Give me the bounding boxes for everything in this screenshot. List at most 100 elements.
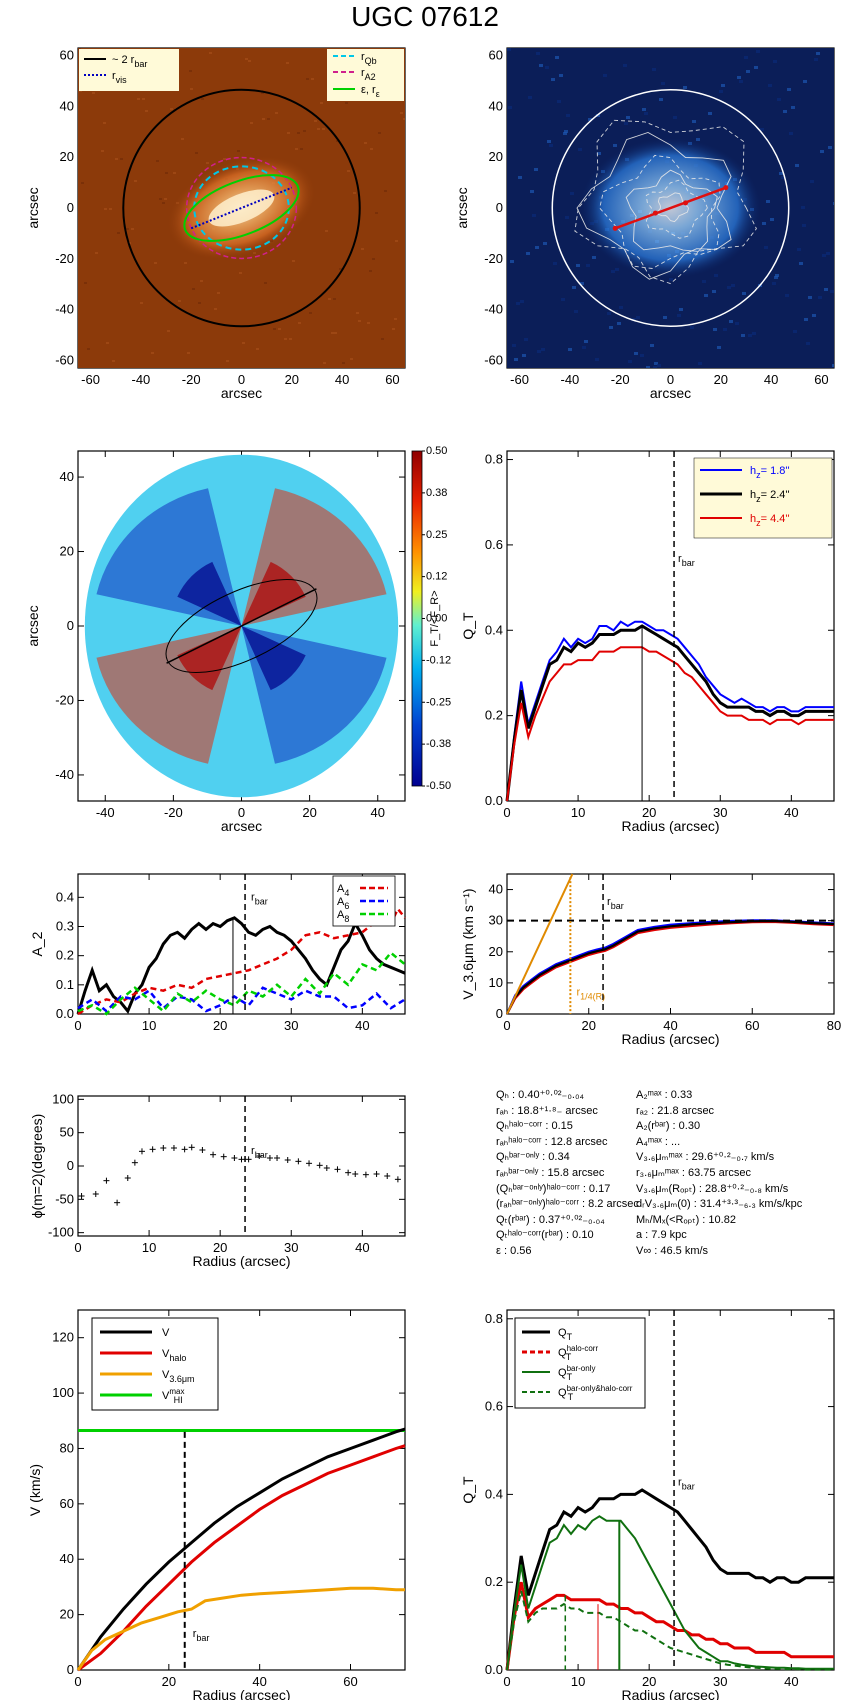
- y-tick-label: -50: [55, 1191, 74, 1206]
- noise-pixel: [801, 206, 805, 209]
- legend-box-left: [79, 49, 179, 91]
- x-axis-label: arcsec: [221, 818, 262, 834]
- noise-pixel: [714, 274, 718, 277]
- noise-pixel: [721, 84, 725, 87]
- noise-pixel: [613, 144, 617, 147]
- y-tick-label: 40: [489, 882, 503, 897]
- y-axis-label: V_3.6μm (km s⁻¹): [460, 888, 476, 999]
- noise-pixel: [615, 268, 619, 271]
- noise-pixel: [336, 140, 339, 142]
- amplitude-line: [77, 986, 406, 1013]
- phase-point: [284, 1157, 291, 1163]
- noise-pixel: [320, 102, 323, 104]
- param-right-row: A₂(rᵇᵃʳ) : 0.30: [636, 1120, 701, 1133]
- y-tick-label: 10: [489, 975, 503, 990]
- noise-pixel: [746, 70, 750, 73]
- y-tick-label: 0.0: [485, 1662, 503, 1677]
- outer-circle: [551, 89, 790, 327]
- noise-pixel: [764, 246, 768, 249]
- noise-pixel: [347, 170, 350, 172]
- y-axis-label: ϕ(m=2)(degrees): [29, 1114, 45, 1219]
- noise-pixel: [514, 358, 518, 361]
- legend-label: A8: [337, 909, 349, 924]
- noise-pixel: [192, 288, 195, 290]
- x-tick-label: 40: [764, 372, 778, 387]
- noise-pixel: [820, 150, 824, 153]
- positive-core: [241, 561, 306, 626]
- noise-pixel: [237, 150, 240, 152]
- phase-profile-axes: 0 10 20 30 40 -100 -50 0 50 100 Radius (arcsec) ϕ(m…: [29, 1091, 406, 1269]
- legend-label: A6: [337, 896, 349, 911]
- y-tick-label: 0.1: [56, 977, 74, 992]
- noise-pixel: [520, 300, 524, 303]
- y-tick-label: 0.0: [56, 1006, 74, 1021]
- legend-label: A4: [337, 883, 349, 898]
- colorbar-tick-label: -0.12: [426, 654, 451, 666]
- noise-pixel: [325, 230, 328, 232]
- y-tick-label: 30: [489, 913, 503, 928]
- noise-pixel: [636, 316, 640, 319]
- noise-pixel: [657, 364, 661, 367]
- noise-pixel: [739, 80, 743, 83]
- colorbar-tick-label: 0.00: [426, 613, 447, 625]
- galaxy-image: [78, 48, 405, 368]
- noise-pixel: [578, 148, 582, 151]
- phase-point: [103, 1177, 110, 1184]
- rbar-label: rbar: [678, 1477, 695, 1492]
- noise-pixel: [303, 130, 306, 132]
- noise-pixel: [126, 228, 129, 230]
- noise-pixel: [273, 328, 276, 330]
- bar-marker: [652, 210, 658, 216]
- phase-point: [210, 1151, 217, 1158]
- colorbar-label: F_T/<F_R>: [429, 590, 441, 646]
- x-tick-label: 0: [238, 372, 245, 387]
- y-tick-label: 0.8: [485, 1311, 503, 1326]
- noise-pixel: [626, 116, 630, 119]
- noise-pixel: [659, 98, 663, 101]
- contour-line: [657, 192, 690, 223]
- noise-pixel: [536, 52, 540, 55]
- noise-pixel: [799, 262, 803, 265]
- noise-pixel: [772, 282, 776, 285]
- noise-pixel: [278, 328, 281, 330]
- noise-pixel: [314, 120, 317, 122]
- noise-pixel: [543, 242, 547, 245]
- noise-pixel: [328, 298, 331, 300]
- rotation-components-axes: 0 20 40 60 0 20 40 60 80 100 120 Radius (arcsec) V (…: [27, 1309, 406, 1700]
- phase-point: [78, 1193, 85, 1199]
- noise-pixel: [189, 70, 192, 72]
- phase-point: [274, 1155, 281, 1161]
- noise-pixel: [561, 298, 565, 301]
- noise-pixel: [156, 160, 159, 162]
- x-axis-label: Radius (arcsec): [621, 1687, 719, 1700]
- noise-pixel: [650, 344, 654, 347]
- y-tick-label: 0.8: [485, 452, 503, 467]
- legend-label: hz= 2.4'': [750, 489, 790, 504]
- noise-pixel: [669, 278, 673, 281]
- noise-pixel: [708, 112, 712, 115]
- y-tick-label: 60: [60, 48, 74, 63]
- amplitude-line: [76, 916, 406, 1015]
- param-left-row: Qₕʰᵃˡᵒ⁻ᶜᵒʳʳ : 0.15: [496, 1120, 573, 1133]
- x-tick-label: -40: [131, 372, 150, 387]
- parameter-table: Qₕ : 0.40⁺⁰·⁰²₋₀.₀₄ rₐₕ : 18.8⁺¹·⁸₋ arcse…: [496, 1088, 836, 1278]
- noise-pixel: [789, 132, 793, 135]
- noise-pixel: [92, 92, 95, 94]
- noise-pixel: [795, 164, 799, 167]
- noise-pixel: [507, 48, 511, 51]
- noise-pixel: [816, 52, 820, 55]
- noise-pixel: [653, 366, 657, 368]
- noise-pixel: [358, 320, 361, 322]
- noise-pixel: [187, 352, 190, 354]
- noise-pixel: [109, 208, 112, 210]
- y-tick-label: 60: [60, 1496, 74, 1511]
- noise-pixel: [317, 128, 320, 130]
- y-tick-label: 20: [60, 544, 74, 559]
- phase-point: [345, 1169, 352, 1176]
- x-tick-label: 20: [642, 805, 656, 820]
- noise-pixel: [311, 78, 314, 80]
- y-tick-label: 0.4: [485, 622, 503, 637]
- noise-pixel: [826, 252, 830, 255]
- bar-marker: [683, 200, 689, 206]
- noise-pixel: [167, 330, 170, 332]
